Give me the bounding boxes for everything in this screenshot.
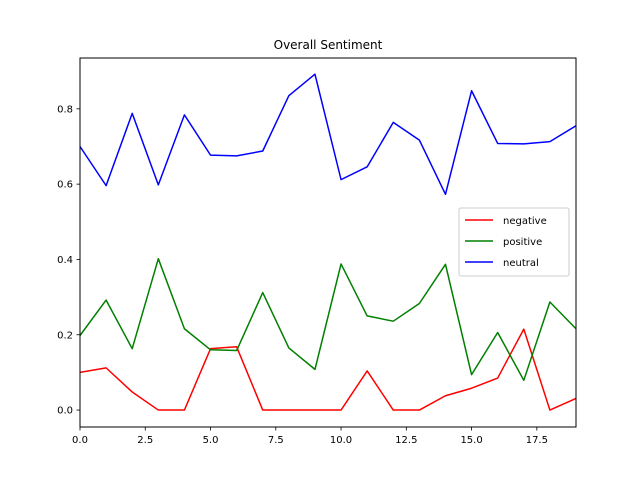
- x-tick-label: 17.5: [526, 435, 548, 446]
- x-tick-label: 15.0: [460, 435, 482, 446]
- legend-label-neutral: neutral: [503, 258, 539, 269]
- y-tick-label: 0.0: [57, 406, 73, 417]
- x-axis: 0.0 2.5 5.0 7.5 10.0 12.5 15.0 17.5: [72, 427, 548, 446]
- x-tick-label: 2.5: [137, 435, 153, 446]
- series-line-neutral: [79, 73, 577, 196]
- series-line-positive: [79, 257, 577, 382]
- x-tick-label: 5.0: [203, 435, 219, 446]
- legend-box: [458, 207, 570, 277]
- y-tick-label: 0.4: [57, 255, 73, 266]
- plot-lines: [79, 73, 577, 411]
- series-line-negative: [79, 328, 577, 411]
- y-tick-label: 0.8: [57, 104, 73, 115]
- y-tick-label: 0.2: [57, 330, 73, 341]
- x-tick-label: 0.0: [72, 435, 88, 446]
- legend: negative positive neutral: [458, 207, 570, 277]
- y-axis: 0.0 0.2 0.4 0.6 0.8: [57, 104, 80, 417]
- x-tick-label: 10.0: [330, 435, 352, 446]
- legend-label-positive: positive: [503, 237, 542, 248]
- x-tick-label: 7.5: [268, 435, 284, 446]
- chart-title: Overall Sentiment: [274, 38, 383, 52]
- y-tick-label: 0.6: [57, 180, 73, 191]
- x-tick-label: 12.5: [395, 435, 417, 446]
- legend-label-negative: negative: [503, 216, 547, 227]
- plot-frame: [79, 57, 577, 428]
